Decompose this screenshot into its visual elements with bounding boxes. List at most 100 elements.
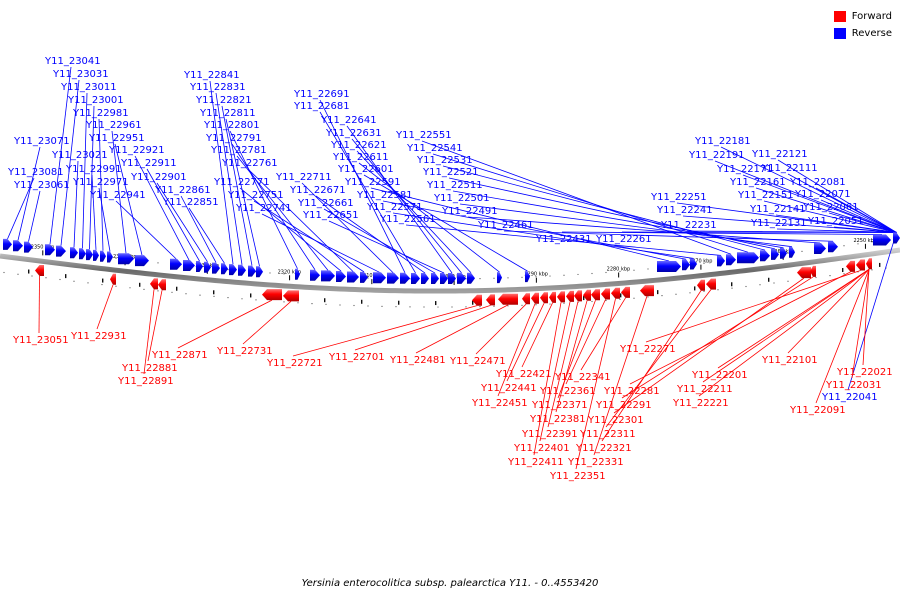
reverse-gene-arrow[interactable] [448,273,456,284]
forward-gene-arrow[interactable] [150,278,158,290]
reverse-gene-label[interactable]: Y11_22941 [89,190,146,201]
reverse-gene-label[interactable]: Y11_22131 [750,218,807,229]
reverse-gene-label[interactable]: Y11_22781 [210,145,267,156]
reverse-gene-label[interactable]: Y11_22661 [297,198,354,209]
reverse-gene-label[interactable]: Y11_22111 [761,163,818,174]
reverse-gene-label[interactable]: Y11_22191 [688,150,745,161]
reverse-gene-label[interactable]: Y11_22591 [344,177,401,188]
reverse-gene-arrow[interactable] [321,270,335,282]
reverse-gene-label[interactable]: Y11_22861 [154,185,211,196]
forward-gene-label[interactable]: Y11_22091 [789,405,846,416]
reverse-gene-arrow[interactable] [828,241,838,253]
reverse-gene-arrow[interactable] [690,258,697,270]
reverse-gene-arrow[interactable] [760,250,770,262]
reverse-gene-arrow[interactable] [717,255,725,267]
forward-gene-label[interactable]: Y11_22931 [70,331,127,342]
forward-gene-label[interactable]: Y11_22481 [389,355,446,366]
reverse-gene-arrow[interactable] [238,264,246,276]
forward-gene-label[interactable]: Y11_22291 [595,400,652,411]
forward-gene-label[interactable]: Y11_22391 [521,429,578,440]
reverse-gene-arrow[interactable] [421,273,429,284]
reverse-gene-label[interactable]: Y11_22161 [729,177,786,188]
reverse-gene-label[interactable]: Y11_22851 [162,197,219,208]
reverse-gene-label[interactable]: Y11_22641 [320,115,377,126]
reverse-gene-label[interactable]: Y11_22741 [235,203,292,214]
reverse-gene-label[interactable]: Y11_22531 [416,155,473,166]
reverse-gene-arrow[interactable] [737,252,759,264]
forward-gene-arrow[interactable] [540,292,548,304]
reverse-gene-arrow[interactable] [431,273,439,284]
reverse-gene-label[interactable]: Y11_22601 [337,164,394,175]
reverse-gene-label[interactable]: Y11_23031 [52,69,109,80]
forward-gene-arrow[interactable] [531,292,539,304]
reverse-gene-label[interactable]: Y11_23081 [7,167,64,178]
reverse-gene-label[interactable]: Y11_22571 [366,202,423,213]
forward-gene-arrow[interactable] [566,290,574,302]
reverse-gene-label[interactable]: Y11_22671 [289,185,346,196]
forward-gene-label[interactable]: Y11_22331 [567,457,624,468]
reverse-gene-label[interactable]: Y11_22241 [656,205,713,216]
reverse-gene-arrow[interactable] [295,268,300,280]
reverse-gene-arrow[interactable] [135,255,149,267]
reverse-gene-label[interactable]: Y11_22681 [293,101,350,112]
reverse-gene-arrow[interactable] [814,243,826,254]
forward-gene-label[interactable]: Y11_22441 [480,383,537,394]
reverse-gene-arrow[interactable] [771,248,779,260]
reverse-gene-label[interactable]: Y11_22431 [535,234,592,245]
reverse-gene-arrow[interactable] [183,260,195,271]
reverse-gene-label[interactable]: Y11_22181 [694,136,751,147]
reverse-gene-arrow[interactable] [221,263,228,275]
reverse-gene-arrow[interactable] [56,245,66,257]
reverse-gene-label[interactable]: Y11_22561 [379,214,436,225]
forward-gene-arrow[interactable] [797,267,811,279]
reverse-gene-label[interactable]: Y11_22231 [660,220,717,231]
reverse-gene-label[interactable]: Y11_23001 [67,95,124,106]
forward-gene-label[interactable]: Y11_22201 [691,370,748,381]
reverse-gene-arrow[interactable] [45,244,55,256]
forward-gene-label[interactable]: Y11_22341 [554,372,611,383]
forward-gene-arrow[interactable] [611,287,620,299]
reverse-gene-label[interactable]: Y11_22581 [356,190,413,201]
forward-gene-arrow[interactable] [591,289,600,301]
reverse-gene-arrow[interactable] [873,234,891,246]
forward-gene-arrow[interactable] [110,273,116,285]
reverse-gene-arrow[interactable] [440,273,448,284]
forward-gene-arrow[interactable] [856,259,865,271]
forward-gene-arrow[interactable] [601,288,610,300]
reverse-gene-arrow[interactable] [789,246,795,258]
reverse-gene-arrow[interactable] [13,240,23,252]
reverse-gene-label[interactable]: Y11_22621 [330,140,387,151]
reverse-gene-label[interactable]: Y11_23061 [13,180,70,191]
reverse-gene-label[interactable]: Y11_22461 [477,220,534,231]
reverse-gene-label[interactable]: Y11_22691 [293,89,350,100]
reverse-gene-arrow[interactable] [118,253,134,265]
reverse-gene-arrow[interactable] [79,248,86,260]
forward-gene-label[interactable]: Y11_22371 [531,400,588,411]
reverse-gene-arrow[interactable] [497,272,502,284]
reverse-gene-label[interactable]: Y11_23071 [13,136,70,147]
forward-gene-label[interactable]: Y11_22281 [603,386,660,397]
reverse-gene-label[interactable]: Y11_22751 [227,190,284,201]
reverse-gene-arrow[interactable] [347,271,359,283]
reverse-gene-label[interactable]: Y11_22821 [195,95,252,106]
forward-gene-label[interactable]: Y11_22301 [587,415,644,426]
forward-gene-arrow[interactable] [621,286,630,298]
reverse-gene-label[interactable]: Y11_23041 [44,56,101,67]
forward-gene-label[interactable]: Y11_22731 [216,346,273,357]
reverse-gene-arrow[interactable] [657,261,681,272]
reverse-gene-label[interactable]: Y11_22761 [221,158,278,169]
forward-gene-arrow[interactable] [283,290,299,302]
forward-gene-arrow[interactable] [522,293,530,305]
forward-gene-arrow[interactable] [846,260,855,272]
reverse-gene-arrow[interactable] [310,269,320,281]
reverse-gene-arrow[interactable] [24,241,33,253]
reverse-gene-arrow[interactable] [100,250,106,262]
forward-gene-label[interactable]: Y11_22271 [619,344,676,355]
reverse-gene-label[interactable]: Y11_22541 [406,143,463,154]
reverse-gene-label[interactable]: Y11_22071 [794,189,851,200]
reverse-gene-arrow[interactable] [204,261,211,273]
forward-gene-arrow[interactable] [498,293,518,305]
reverse-gene-label[interactable]: Y11_22651 [302,210,359,221]
reverse-gene-label[interactable]: Y11_22521 [422,167,479,178]
reverse-gene-label[interactable]: Y11_22841 [183,70,240,81]
